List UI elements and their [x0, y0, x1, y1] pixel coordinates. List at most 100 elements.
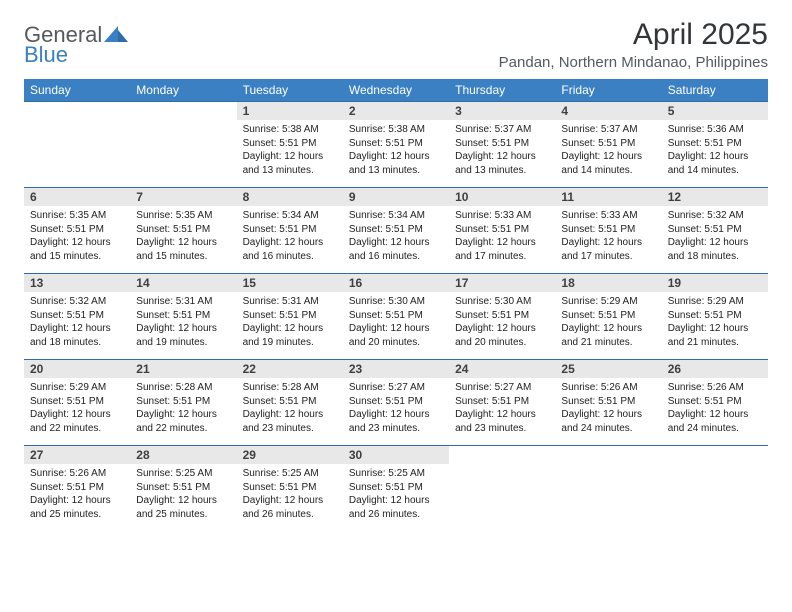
day-number: 9 [343, 188, 449, 206]
day-sunrise: Sunrise: 5:36 AM [668, 123, 762, 137]
weekday-header: Thursday [449, 79, 555, 102]
day-details: Sunrise: 5:33 AMSunset: 5:51 PMDaylight:… [555, 206, 661, 267]
day-daylight2: and 17 minutes. [455, 250, 549, 264]
day-daylight2: and 14 minutes. [561, 164, 655, 178]
day-details: Sunrise: 5:29 AMSunset: 5:51 PMDaylight:… [555, 292, 661, 353]
day-details: Sunrise: 5:27 AMSunset: 5:51 PMDaylight:… [449, 378, 555, 439]
day-number: 23 [343, 360, 449, 378]
day-details: Sunrise: 5:37 AMSunset: 5:51 PMDaylight:… [449, 120, 555, 181]
day-daylight2: and 13 minutes. [455, 164, 549, 178]
day-daylight2: and 18 minutes. [668, 250, 762, 264]
day-number: 10 [449, 188, 555, 206]
day-number: 18 [555, 274, 661, 292]
day-daylight1: Daylight: 12 hours [561, 322, 655, 336]
day-daylight1: Daylight: 12 hours [136, 494, 230, 508]
day-sunrise: Sunrise: 5:27 AM [455, 381, 549, 395]
day-number: 21 [130, 360, 236, 378]
calendar-cell: 14Sunrise: 5:31 AMSunset: 5:51 PMDayligh… [130, 274, 236, 360]
calendar-cell: 10 Sunrise: 5:33 AMSunset: 5:51 PMDayligh… [449, 188, 555, 274]
day-daylight2: and 14 minutes. [668, 164, 762, 178]
day-daylight2: and 19 minutes. [136, 336, 230, 350]
calendar-cell: .. [24, 102, 130, 188]
day-sunset: Sunset: 5:51 PM [455, 223, 549, 237]
day-number: 12 [662, 188, 768, 206]
day-number: 26 [662, 360, 768, 378]
day-number: 25 [555, 360, 661, 378]
day-daylight1: Daylight: 12 hours [30, 408, 124, 422]
day-number: 3 [449, 102, 555, 120]
day-daylight2: and 20 minutes. [349, 336, 443, 350]
day-sunset: Sunset: 5:51 PM [30, 395, 124, 409]
calendar-cell: 16Sunrise: 5:30 AMSunset: 5:51 PMDayligh… [343, 274, 449, 360]
day-sunrise: Sunrise: 5:25 AM [136, 467, 230, 481]
day-sunset: Sunset: 5:51 PM [30, 309, 124, 323]
day-daylight1: Daylight: 12 hours [455, 236, 549, 250]
day-daylight1: Daylight: 12 hours [349, 236, 443, 250]
day-daylight1: Daylight: 12 hours [455, 322, 549, 336]
calendar-cell: .. [555, 446, 661, 532]
day-details: Sunrise: 5:37 AMSunset: 5:51 PMDaylight:… [555, 120, 661, 181]
calendar-page: General Blue April 2025 Pandan, Northern… [0, 0, 792, 550]
day-number: 19 [662, 274, 768, 292]
day-daylight2: and 24 minutes. [668, 422, 762, 436]
day-daylight2: and 19 minutes. [243, 336, 337, 350]
day-daylight1: Daylight: 12 hours [30, 322, 124, 336]
calendar-cell: 24Sunrise: 5:27 AMSunset: 5:51 PMDayligh… [449, 360, 555, 446]
day-sunrise: Sunrise: 5:31 AM [136, 295, 230, 309]
day-daylight1: Daylight: 12 hours [561, 408, 655, 422]
day-details: Sunrise: 5:31 AMSunset: 5:51 PMDaylight:… [130, 292, 236, 353]
day-details: Sunrise: 5:36 AMSunset: 5:51 PMDaylight:… [662, 120, 768, 181]
day-details: Sunrise: 5:25 AMSunset: 5:51 PMDaylight:… [343, 464, 449, 525]
day-sunrise: Sunrise: 5:35 AM [136, 209, 230, 223]
day-daylight1: Daylight: 12 hours [455, 408, 549, 422]
calendar-cell: 20Sunrise: 5:29 AMSunset: 5:51 PMDayligh… [24, 360, 130, 446]
calendar-cell: 27Sunrise: 5:26 AMSunset: 5:51 PMDayligh… [24, 446, 130, 532]
day-sunrise: Sunrise: 5:27 AM [349, 381, 443, 395]
logo-text: General Blue [24, 24, 102, 66]
day-daylight1: Daylight: 12 hours [668, 236, 762, 250]
calendar-cell: 15Sunrise: 5:31 AMSunset: 5:51 PMDayligh… [237, 274, 343, 360]
day-sunrise: Sunrise: 5:33 AM [561, 209, 655, 223]
day-daylight1: Daylight: 12 hours [243, 150, 337, 164]
day-sunrise: Sunrise: 5:32 AM [668, 209, 762, 223]
calendar-cell: 5Sunrise: 5:36 AMSunset: 5:51 PMDaylight… [662, 102, 768, 188]
day-details: Sunrise: 5:28 AMSunset: 5:51 PMDaylight:… [237, 378, 343, 439]
day-details: Sunrise: 5:31 AMSunset: 5:51 PMDaylight:… [237, 292, 343, 353]
day-sunset: Sunset: 5:51 PM [668, 395, 762, 409]
day-sunset: Sunset: 5:51 PM [243, 395, 337, 409]
day-daylight1: Daylight: 12 hours [30, 236, 124, 250]
day-sunrise: Sunrise: 5:38 AM [243, 123, 337, 137]
calendar-cell: 3Sunrise: 5:37 AMSunset: 5:51 PMDaylight… [449, 102, 555, 188]
day-daylight1: Daylight: 12 hours [349, 150, 443, 164]
calendar-cell: 4Sunrise: 5:37 AMSunset: 5:51 PMDaylight… [555, 102, 661, 188]
day-sunrise: Sunrise: 5:33 AM [455, 209, 549, 223]
day-daylight1: Daylight: 12 hours [349, 322, 443, 336]
day-daylight1: Daylight: 12 hours [243, 322, 337, 336]
day-details: Sunrise: 5:25 AMSunset: 5:51 PMDaylight:… [237, 464, 343, 525]
day-sunset: Sunset: 5:51 PM [243, 481, 337, 495]
weekday-header: Saturday [662, 79, 768, 102]
day-details: Sunrise: 5:28 AMSunset: 5:51 PMDaylight:… [130, 378, 236, 439]
day-details: Sunrise: 5:26 AMSunset: 5:51 PMDaylight:… [662, 378, 768, 439]
day-details: Sunrise: 5:32 AMSunset: 5:51 PMDaylight:… [24, 292, 130, 353]
calendar-cell: 19Sunrise: 5:29 AMSunset: 5:51 PMDayligh… [662, 274, 768, 360]
day-sunrise: Sunrise: 5:37 AM [561, 123, 655, 137]
calendar-cell: 1Sunrise: 5:38 AMSunset: 5:51 PMDaylight… [237, 102, 343, 188]
calendar-cell: 6Sunrise: 5:35 AMSunset: 5:51 PMDaylight… [24, 188, 130, 274]
day-number: 14 [130, 274, 236, 292]
calendar-cell: 18Sunrise: 5:29 AMSunset: 5:51 PMDayligh… [555, 274, 661, 360]
day-sunrise: Sunrise: 5:29 AM [668, 295, 762, 309]
day-number: 24 [449, 360, 555, 378]
day-daylight2: and 17 minutes. [561, 250, 655, 264]
day-details: Sunrise: 5:30 AMSunset: 5:51 PMDaylight:… [343, 292, 449, 353]
header: General Blue April 2025 Pandan, Northern… [24, 18, 768, 71]
day-number: 17 [449, 274, 555, 292]
day-daylight1: Daylight: 12 hours [136, 322, 230, 336]
day-details: Sunrise: 5:30 AMSunset: 5:51 PMDaylight:… [449, 292, 555, 353]
day-number: 30 [343, 446, 449, 464]
day-sunrise: Sunrise: 5:26 AM [561, 381, 655, 395]
day-sunrise: Sunrise: 5:25 AM [243, 467, 337, 481]
day-sunset: Sunset: 5:51 PM [561, 137, 655, 151]
calendar-cell: 13Sunrise: 5:32 AMSunset: 5:51 PMDayligh… [24, 274, 130, 360]
day-daylight2: and 13 minutes. [243, 164, 337, 178]
